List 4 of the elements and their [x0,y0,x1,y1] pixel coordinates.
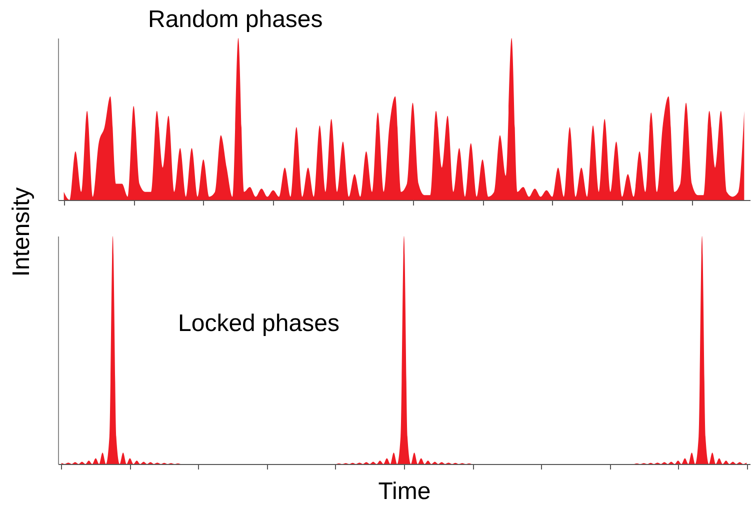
chart-title: Random phases [148,6,323,33]
text: Locked phases [178,310,340,337]
x-axis-title: Time [378,478,431,505]
y-axis-title: Intensity [8,186,36,279]
